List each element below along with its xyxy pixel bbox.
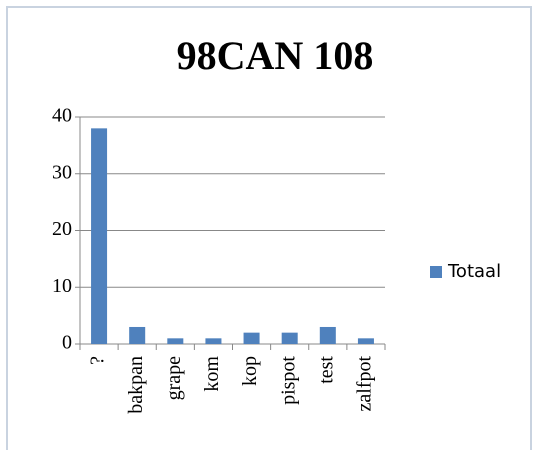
y-tick-label: 10 [52, 275, 72, 297]
bar [129, 326, 146, 344]
bar [167, 338, 184, 344]
x-tick-label: test [315, 356, 337, 384]
bar [357, 338, 374, 344]
bar [91, 128, 108, 344]
x-tick-label: kom [201, 356, 223, 392]
bar [205, 338, 222, 344]
legend-label: Totaal [447, 261, 501, 282]
y-tick-label: 20 [52, 218, 72, 240]
chart-title: 98CAN 108 [177, 33, 374, 78]
bar [319, 326, 336, 344]
x-tick-label: ? [87, 356, 109, 365]
x-tick-label: pispot [277, 356, 299, 405]
x-tick-label: kop [239, 356, 261, 386]
legend-swatch [430, 266, 442, 278]
y-tick-label: 0 [62, 332, 72, 354]
y-tick-label: 30 [52, 161, 72, 183]
x-tick-label: grape [163, 356, 185, 401]
bar [281, 332, 298, 344]
y-tick-label: 40 [52, 105, 72, 127]
bar [243, 332, 260, 344]
x-tick-label: bakpan [125, 356, 147, 414]
x-tick-label: zalfpot [354, 356, 376, 412]
